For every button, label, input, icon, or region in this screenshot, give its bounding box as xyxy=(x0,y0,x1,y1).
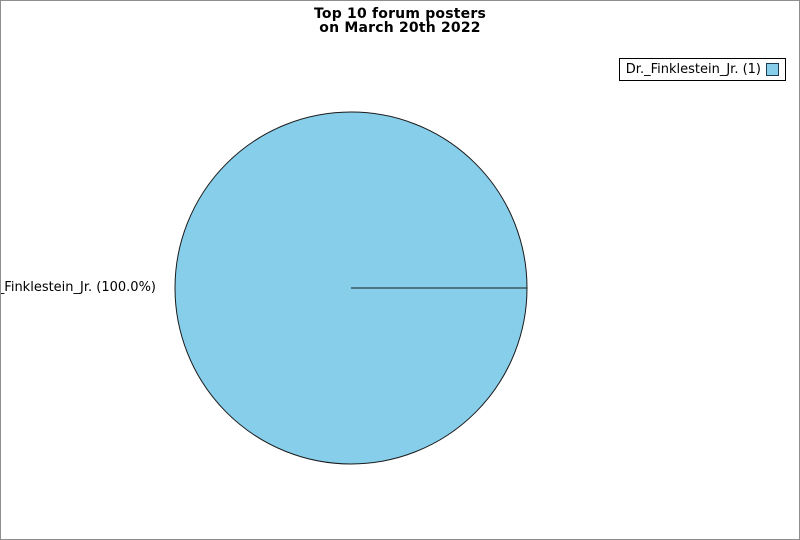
chart-title: Top 10 forum posters on March 20th 2022 xyxy=(1,7,799,35)
legend: Dr._Finklestein_Jr. (1) xyxy=(618,58,786,81)
legend-swatch-icon xyxy=(766,63,779,76)
legend-swatch-rect xyxy=(766,63,779,76)
pie-slice-label: Dr._Finklestein_Jr. (100.0%) xyxy=(1,280,156,295)
chart-title-line-1: Top 10 forum posters xyxy=(314,6,486,22)
chart-title-line-2: on March 20th 2022 xyxy=(319,20,481,36)
legend-item-label: Dr._Finklestein_Jr. (1) xyxy=(625,62,761,77)
